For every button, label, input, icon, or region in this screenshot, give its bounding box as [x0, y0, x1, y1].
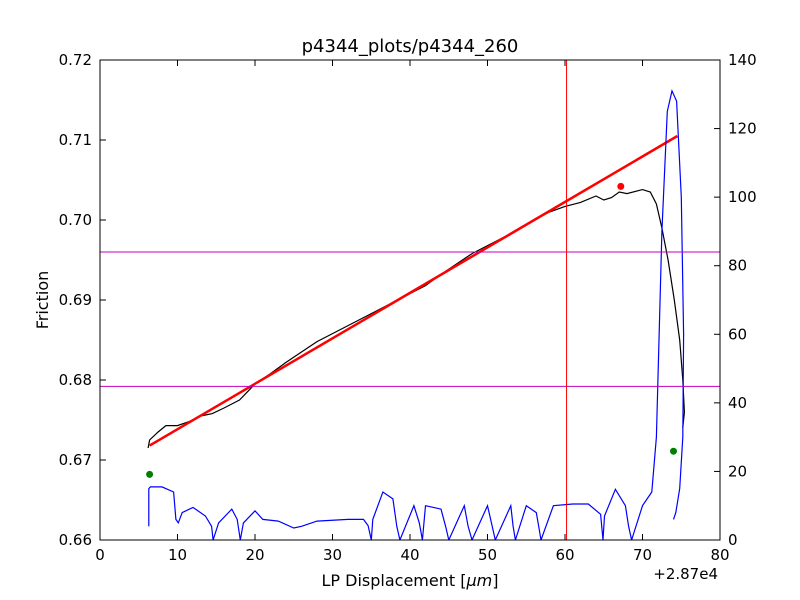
y2-tick-label: 120: [728, 120, 757, 138]
series-secondary-line: [148, 89, 685, 540]
x-axis-label-prefix: LP Displacement [: [322, 571, 467, 590]
y2-tick-label: 40: [728, 394, 747, 412]
x-tick-label: 70: [633, 546, 652, 564]
y-tick-label: 0.68: [59, 371, 92, 389]
end-marker: [670, 447, 677, 455]
right-axis: 0 20 40 60 80 100 120 140: [714, 51, 757, 549]
x-tick-label: 0: [95, 546, 105, 564]
left-axis: 0.66 0.67 0.68 0.69 0.70 0.71 0.72: [59, 51, 106, 549]
x-tick-label: 20: [245, 546, 264, 564]
x-tick-label: 50: [478, 546, 497, 564]
y2-tick-label: 140: [728, 51, 757, 69]
y2-tick-label: 0: [728, 531, 738, 549]
y2-tick-label: 60: [728, 325, 747, 343]
y2-tick-label: 80: [728, 257, 747, 275]
x-axis-label: LP Displacement [μm]: [322, 571, 499, 590]
y-axis-label: Friction: [33, 271, 52, 330]
x-tick-label: 60: [555, 546, 574, 564]
x-axis-label-suffix: ]: [492, 571, 498, 590]
x-axis-offset-label: +2.87e4: [653, 565, 718, 583]
chart-title: p4344_plots/p4344_260: [302, 36, 519, 57]
y-tick-label: 0.72: [59, 51, 92, 69]
plot-area: [100, 60, 720, 540]
x-axis: 0 10 20 30 40 50 60 70 80: [95, 60, 730, 564]
y-tick-label: 0.71: [59, 131, 92, 149]
x-tick-label: 30: [323, 546, 342, 564]
series-fit-line: [148, 134, 679, 447]
y2-tick-label: 20: [728, 462, 747, 480]
x-axis-label-unit: μm: [465, 571, 492, 590]
y-tick-label: 0.66: [59, 531, 92, 549]
x-tick-label: 10: [168, 546, 187, 564]
y-tick-label: 0.69: [59, 291, 92, 309]
y-tick-label: 0.70: [59, 211, 92, 229]
start-marker: [146, 470, 154, 478]
peak-marker: [617, 182, 625, 190]
x-tick-label: 80: [710, 546, 729, 564]
y-tick-label: 0.67: [59, 451, 92, 469]
x-tick-label: 40: [400, 546, 419, 564]
series-friction-line: [147, 188, 686, 449]
y2-tick-label: 100: [728, 188, 757, 206]
